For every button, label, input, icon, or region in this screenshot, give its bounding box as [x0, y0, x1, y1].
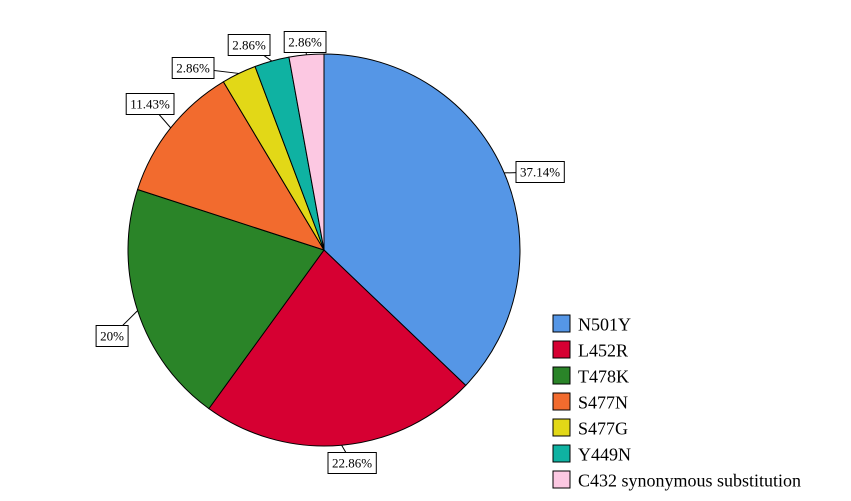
legend-item-y449n: Y449N	[552, 444, 631, 465]
slice-label-y449n: 2.86%	[227, 34, 273, 62]
slice-label-text: 37.14%	[520, 165, 560, 180]
legend-swatch	[552, 314, 571, 333]
slice-c432-synonymous-substitution	[288, 53, 325, 251]
slice-label-box	[283, 31, 327, 53]
legend-label: C432 synonymous substitution	[578, 471, 801, 491]
legend-item-l452r: L452R	[552, 340, 628, 361]
legend-item-s477g: S477G	[552, 418, 628, 439]
legend-swatch	[552, 392, 571, 411]
slice-label-text: 20%	[100, 329, 124, 344]
legend-label: T478K	[578, 367, 629, 387]
slice-n501y	[323, 53, 521, 387]
legend-swatch	[552, 340, 571, 359]
slice-labels: 37.14% 22.86% 20% 11.43% 2.86% 2.86% 2.86%	[95, 31, 565, 474]
slice-label-text: 2.86%	[288, 35, 322, 50]
slice-s477n	[136, 81, 326, 251]
legend-swatch	[552, 470, 571, 489]
legend-item-n501y: N501Y	[552, 314, 631, 335]
legend-item-c432-synonymous-substitution: C432 synonymous substitution	[552, 470, 801, 491]
slice-label-box	[125, 93, 175, 115]
legend-label: L452R	[578, 341, 628, 361]
slice-label-s477g: 2.86%	[171, 57, 239, 79]
legend-item-s477n: S477N	[552, 392, 628, 413]
slice-label-box	[327, 452, 377, 474]
legend-swatch	[552, 444, 571, 463]
legend-item-t478k: T478K	[552, 366, 629, 387]
slice-label-t478k: 20%	[95, 310, 138, 347]
slice-label-l452r: 22.86%	[327, 444, 377, 474]
legend-label: N501Y	[578, 315, 631, 335]
slice-label-text: 2.86%	[176, 61, 210, 76]
slice-label-c432-synonymous-substitution: 2.86%	[283, 31, 327, 55]
slice-label-box	[95, 325, 129, 347]
legend-swatch	[552, 418, 571, 437]
slice-label-text: 11.43%	[130, 97, 170, 112]
legend-label: Y449N	[578, 445, 631, 465]
legend-swatch	[552, 366, 571, 385]
slice-label-box	[227, 34, 271, 56]
slice-label-text: 2.86%	[232, 38, 266, 53]
legend: N501Y L452R T478K S477N S477G Y449N C432 synon…	[552, 314, 801, 491]
slice-label-box	[171, 57, 215, 79]
slice-label-s477n: 11.43%	[125, 93, 175, 129]
slice-label-n501y: 37.14%	[504, 161, 565, 183]
slice-label-text: 22.86%	[332, 456, 372, 471]
legend-label: S477N	[578, 393, 628, 413]
slice-l452r	[208, 249, 467, 447]
pie-slices	[127, 53, 521, 447]
legend-label: S477G	[578, 419, 628, 439]
slice-label-box	[515, 161, 565, 183]
